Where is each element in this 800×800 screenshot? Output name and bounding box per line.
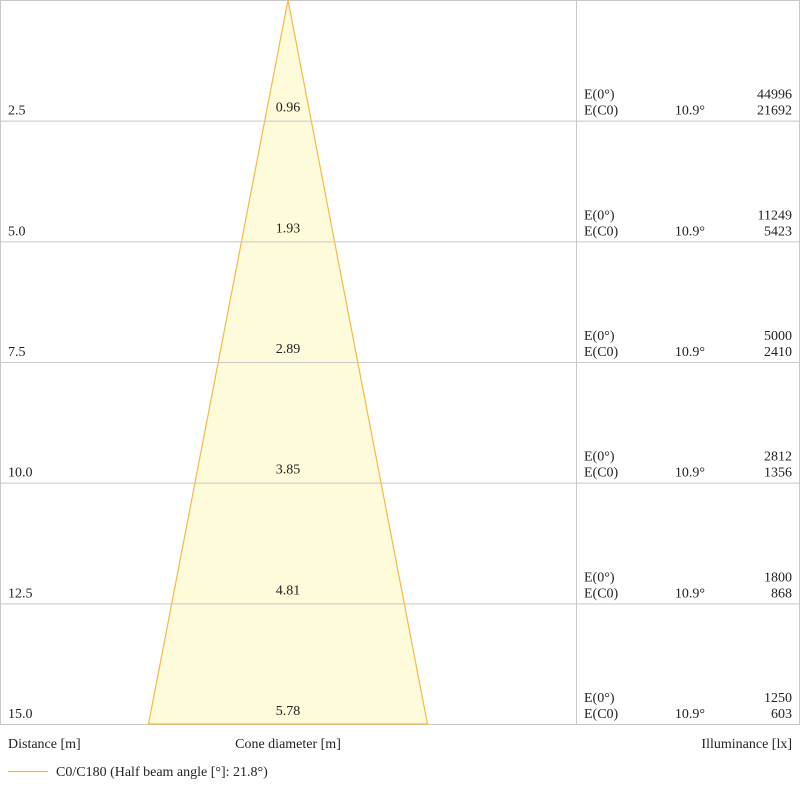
e0-label: E(0°) bbox=[584, 329, 615, 344]
legend-label: C0/C180 (Half beam angle [°]: 21.8°) bbox=[56, 765, 268, 780]
ec0-label: E(C0) bbox=[584, 586, 619, 601]
ec0-value: 1356 bbox=[764, 466, 792, 481]
e0-label: E(0°) bbox=[584, 570, 615, 585]
ec0-value: 21692 bbox=[757, 104, 792, 119]
x-label-left: Distance [m] bbox=[8, 737, 81, 752]
diameter-label: 1.93 bbox=[276, 221, 301, 236]
angle-label: 10.9° bbox=[675, 466, 705, 481]
ec0-label: E(C0) bbox=[584, 345, 619, 360]
angle-label: 10.9° bbox=[675, 345, 705, 360]
distance-label: 15.0 bbox=[8, 707, 33, 722]
angle-label: 10.9° bbox=[675, 224, 705, 239]
e0-value: 44996 bbox=[757, 88, 792, 103]
distance-label: 2.5 bbox=[8, 104, 26, 119]
e0-value: 1800 bbox=[764, 570, 792, 585]
ec0-label: E(C0) bbox=[584, 224, 619, 239]
distance-label: 5.0 bbox=[8, 224, 26, 239]
ec0-value: 868 bbox=[771, 586, 792, 601]
diameter-label: 2.89 bbox=[276, 342, 301, 357]
ec0-label: E(C0) bbox=[584, 104, 619, 119]
e0-value: 1250 bbox=[764, 691, 792, 706]
e0-label: E(0°) bbox=[584, 691, 615, 706]
e0-label: E(0°) bbox=[584, 450, 615, 465]
angle-label: 10.9° bbox=[675, 586, 705, 601]
distance-label: 12.5 bbox=[8, 586, 33, 601]
x-label-right: Illuminance [lx] bbox=[701, 737, 792, 752]
ec0-label: E(C0) bbox=[584, 707, 619, 722]
ec0-value: 2410 bbox=[764, 345, 792, 360]
e0-value: 2812 bbox=[764, 450, 792, 465]
e0-value: 11249 bbox=[758, 208, 792, 223]
ec0-value: 603 bbox=[771, 707, 792, 722]
diameter-label: 4.81 bbox=[276, 583, 301, 598]
diameter-label: 3.85 bbox=[276, 463, 301, 478]
x-label-center: Cone diameter [m] bbox=[235, 737, 341, 752]
angle-label: 10.9° bbox=[675, 707, 705, 722]
diameter-label: 0.96 bbox=[276, 101, 301, 116]
e0-label: E(0°) bbox=[584, 208, 615, 223]
distance-label: 10.0 bbox=[8, 466, 33, 481]
e0-label: E(0°) bbox=[584, 88, 615, 103]
ec0-value: 5423 bbox=[764, 224, 792, 239]
angle-label: 10.9° bbox=[675, 104, 705, 119]
ec0-label: E(C0) bbox=[584, 466, 619, 481]
diameter-label: 5.78 bbox=[276, 704, 301, 719]
e0-value: 5000 bbox=[764, 329, 792, 344]
distance-label: 7.5 bbox=[8, 345, 26, 360]
